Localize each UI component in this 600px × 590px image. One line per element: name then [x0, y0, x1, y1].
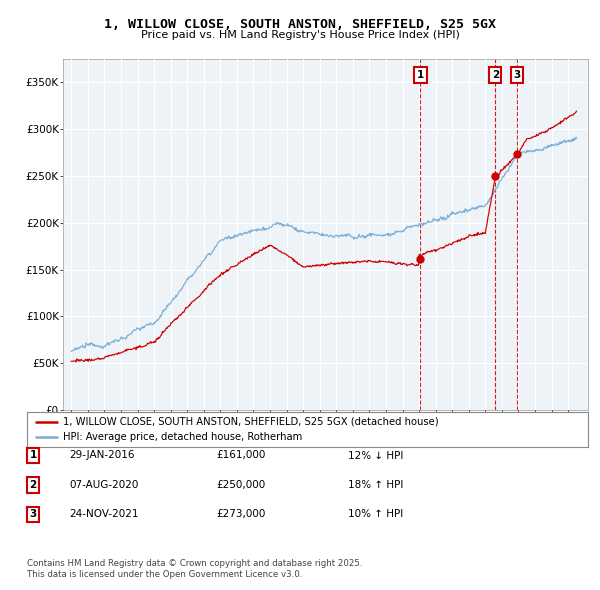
Text: 2: 2: [29, 480, 37, 490]
Text: £273,000: £273,000: [216, 510, 265, 519]
Text: £161,000: £161,000: [216, 451, 265, 460]
Text: 1, WILLOW CLOSE, SOUTH ANSTON, SHEFFIELD, S25 5GX: 1, WILLOW CLOSE, SOUTH ANSTON, SHEFFIELD…: [104, 18, 496, 31]
Text: Price paid vs. HM Land Registry's House Price Index (HPI): Price paid vs. HM Land Registry's House …: [140, 30, 460, 40]
Text: 1: 1: [417, 70, 424, 80]
Text: 3: 3: [29, 510, 37, 519]
Text: 24-NOV-2021: 24-NOV-2021: [69, 510, 139, 519]
Text: 2: 2: [491, 70, 499, 80]
Text: 12% ↓ HPI: 12% ↓ HPI: [348, 451, 403, 460]
Text: Contains HM Land Registry data © Crown copyright and database right 2025.
This d: Contains HM Land Registry data © Crown c…: [27, 559, 362, 579]
Text: £250,000: £250,000: [216, 480, 265, 490]
Text: 3: 3: [513, 70, 520, 80]
Text: 1: 1: [29, 451, 37, 460]
Text: 1, WILLOW CLOSE, SOUTH ANSTON, SHEFFIELD, S25 5GX (detached house): 1, WILLOW CLOSE, SOUTH ANSTON, SHEFFIELD…: [64, 417, 439, 427]
Text: HPI: Average price, detached house, Rotherham: HPI: Average price, detached house, Roth…: [64, 432, 303, 442]
Text: 18% ↑ HPI: 18% ↑ HPI: [348, 480, 403, 490]
Text: 29-JAN-2016: 29-JAN-2016: [69, 451, 134, 460]
Text: 10% ↑ HPI: 10% ↑ HPI: [348, 510, 403, 519]
Text: 07-AUG-2020: 07-AUG-2020: [69, 480, 139, 490]
